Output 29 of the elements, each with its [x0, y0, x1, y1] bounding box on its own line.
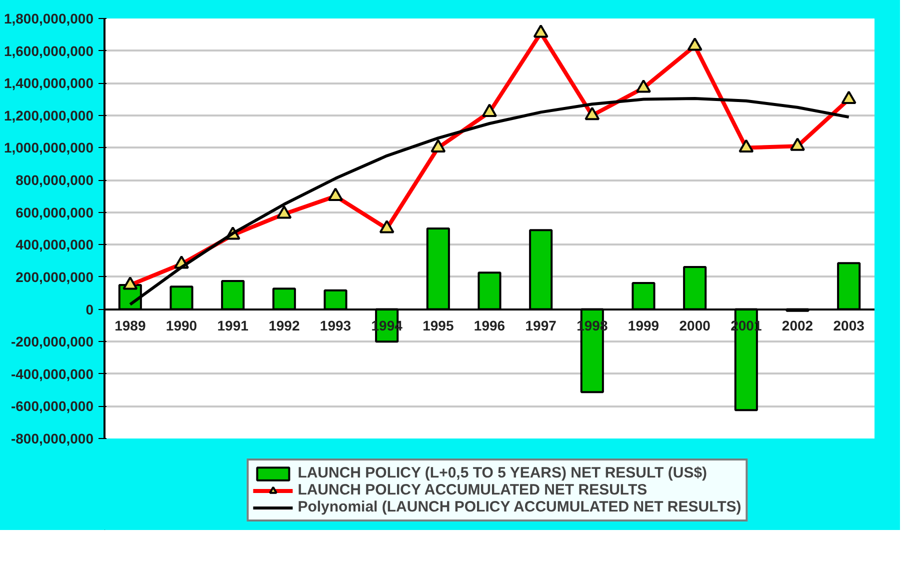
y-tick-label: -200,000,000: [10, 334, 94, 350]
y-tick-label: 1,000,000,000: [4, 140, 94, 156]
x-tick-label: 2003: [833, 317, 865, 334]
x-tick-label: 1997: [525, 317, 557, 334]
x-tick-label: 1993: [320, 317, 352, 334]
legend-label: LAUNCH POLICY ACCUMULATED NET RESULTS: [298, 482, 648, 498]
y-tick-label: -600,000,000: [10, 398, 94, 414]
x-tick-label: 1996: [474, 317, 506, 334]
legend-label: LAUNCH POLICY (L+0,5 TO 5 YEARS) NET RESULT (US$): [298, 464, 708, 482]
y-tick-label: 1,600,000,000: [4, 42, 94, 59]
x-tick-label: 1990: [166, 317, 198, 334]
x-tick-label: 1995: [422, 317, 454, 334]
y-tick-label: 600,000,000: [16, 204, 94, 220]
y-tick-label: 1,200,000,000: [4, 107, 94, 124]
y-tick-label: 800,000,000: [16, 172, 94, 188]
x-tick-label: 2002: [782, 317, 814, 334]
legend-label: Polynomial (LAUNCH POLICY ACCUMULATED NET RESULTS): [298, 498, 742, 516]
x-tick-label: 2000: [679, 317, 711, 334]
y-tick-label: 400,000,000: [16, 236, 94, 253]
x-tick-label: 1989: [114, 317, 146, 334]
y-tick-label: 1,400,000,000: [4, 75, 94, 92]
x-tick-label: 1992: [268, 317, 300, 334]
y-tick-label: -800,000,000: [10, 430, 94, 446]
y-tick-label: 1,800,000,000: [4, 10, 94, 26]
y-tick-label: 200,000,000: [16, 268, 94, 285]
y-tick-label: -400,000,000: [10, 366, 94, 382]
x-tick-label: 1999: [628, 317, 660, 334]
y-tick-label: 0: [86, 301, 94, 318]
x-tick-label: 1991: [217, 317, 249, 334]
